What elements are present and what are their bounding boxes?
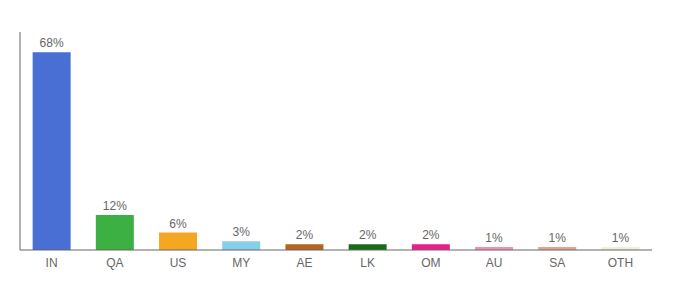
svg-text:US: US	[170, 256, 187, 270]
svg-text:68%: 68%	[40, 36, 64, 50]
svg-text:2%: 2%	[296, 228, 314, 242]
svg-text:LK: LK	[360, 256, 375, 270]
svg-text:12%: 12%	[103, 199, 127, 213]
svg-text:AU: AU	[486, 256, 503, 270]
svg-text:MY: MY	[232, 256, 250, 270]
svg-text:OM: OM	[421, 256, 440, 270]
svg-text:2%: 2%	[359, 228, 377, 242]
svg-text:IN: IN	[46, 256, 58, 270]
svg-text:SA: SA	[549, 256, 565, 270]
svg-text:1%: 1%	[549, 231, 567, 245]
svg-text:2%: 2%	[422, 228, 440, 242]
svg-text:3%: 3%	[233, 225, 251, 239]
svg-text:OTH: OTH	[608, 256, 633, 270]
svg-text:6%: 6%	[169, 217, 187, 231]
svg-text:AE: AE	[296, 256, 312, 270]
svg-text:1%: 1%	[485, 231, 503, 245]
svg-text:QA: QA	[106, 256, 123, 270]
svg-text:1%: 1%	[612, 231, 630, 245]
